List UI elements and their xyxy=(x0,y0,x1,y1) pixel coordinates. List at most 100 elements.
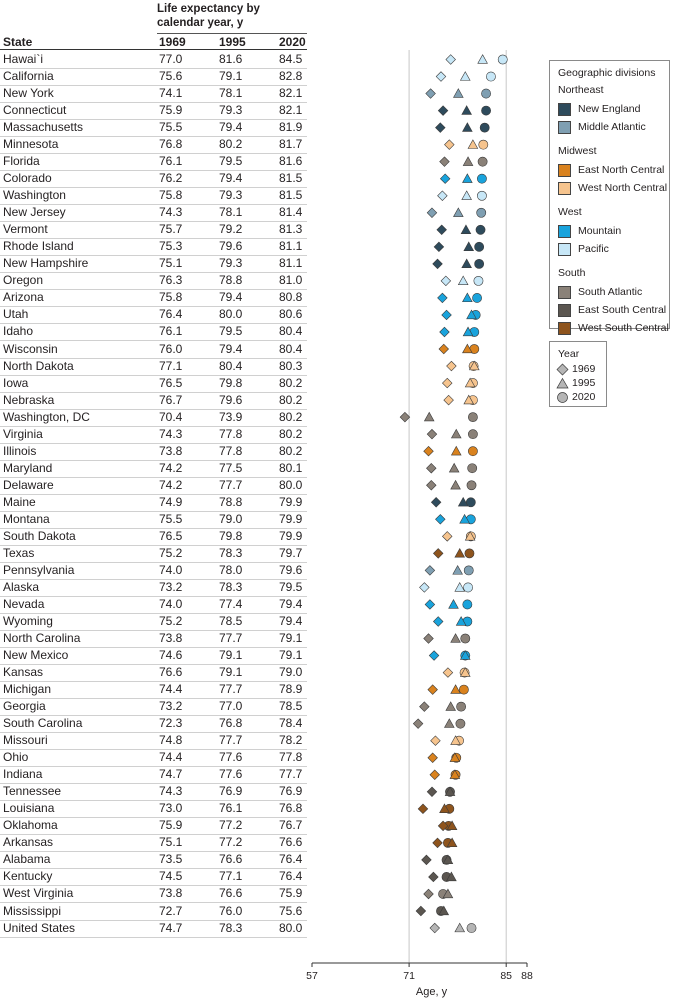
table-row: Delaware 74.2 77.7 80.0 xyxy=(0,477,307,495)
point-1995 xyxy=(463,241,475,251)
state-name: New York xyxy=(3,86,54,101)
legend-division-label: Middle Atlantic xyxy=(578,121,646,133)
value-1995: 76.1 xyxy=(219,801,243,816)
value-1995: 79.4 xyxy=(219,171,243,186)
value-1995: 78.1 xyxy=(219,86,243,101)
value-1995: 77.1 xyxy=(219,869,243,884)
value-1969: 74.0 xyxy=(159,562,183,577)
value-2020: 80.2 xyxy=(279,375,303,390)
point-1995 xyxy=(459,650,471,660)
year-legend-label: 1969 xyxy=(572,363,596,375)
value-2020: 78.9 xyxy=(279,682,303,697)
value-1969: 72.3 xyxy=(159,716,183,731)
table-row: Rhode Island 75.3 79.6 81.1 xyxy=(0,238,307,257)
table-row: Iowa 76.5 79.8 80.2 xyxy=(0,375,307,393)
point-1969 xyxy=(429,922,440,934)
point-1995 xyxy=(450,684,461,694)
value-1969: 74.3 xyxy=(159,784,183,799)
value-1969: 75.2 xyxy=(159,613,183,628)
value-2020: 80.0 xyxy=(279,920,303,935)
point-1995 xyxy=(459,513,470,524)
point-2020 xyxy=(474,258,485,269)
value-2020: 82.1 xyxy=(279,86,303,101)
value-2020: 81.7 xyxy=(279,137,303,152)
point-2020 xyxy=(466,480,477,491)
point-1969 xyxy=(424,565,436,576)
value-1969: 76.1 xyxy=(159,154,183,169)
point-1969 xyxy=(415,905,427,917)
state-name: Florida xyxy=(3,154,40,169)
value-1969: 75.5 xyxy=(159,511,183,526)
x-tick-label: 88 xyxy=(521,970,533,982)
point-1995 xyxy=(454,547,466,558)
table-row: Nevada 74.0 77.4 79.4 xyxy=(0,596,307,614)
point-2020 xyxy=(458,684,469,695)
point-1995 xyxy=(448,599,459,609)
state-name: Mississippi xyxy=(3,903,62,918)
state-name: North Carolina xyxy=(3,631,81,646)
state-name: Colorado xyxy=(3,171,52,186)
table-row: Nebraska 76.7 79.6 80.2 xyxy=(0,392,307,410)
value-2020: 77.7 xyxy=(279,767,303,782)
value-1969: 76.1 xyxy=(159,324,183,339)
table-row: Arizona 75.8 79.4 80.8 xyxy=(0,289,307,308)
point-1969 xyxy=(428,650,440,661)
table-row: Kentucky 74.5 77.1 76.4 xyxy=(0,868,307,887)
value-1995: 79.3 xyxy=(219,256,243,271)
legend-division-label: West South Central xyxy=(578,322,669,334)
value-2020: 80.8 xyxy=(279,290,303,305)
state-name: California xyxy=(3,69,54,84)
point-1969 xyxy=(399,411,411,423)
state-column-header: State xyxy=(3,35,33,49)
point-2020 xyxy=(472,293,482,303)
state-name: South Dakota xyxy=(3,528,76,543)
table-row: Wisconsin 76.0 79.4 80.4 xyxy=(0,341,307,359)
point-1995 xyxy=(457,275,469,286)
value-1969: 74.4 xyxy=(159,750,183,765)
table-row: Maryland 74.2 77.5 80.1 xyxy=(0,460,307,478)
x-axis-label: Age, y xyxy=(416,986,448,998)
division-legend-title: Geographic divisions xyxy=(558,67,656,79)
value-2020: 80.0 xyxy=(279,477,303,492)
value-2020: 79.9 xyxy=(279,494,303,509)
value-2020: 80.2 xyxy=(279,426,303,441)
point-1969 xyxy=(430,497,442,508)
point-1995 xyxy=(450,445,462,456)
value-1995: 76.6 xyxy=(219,852,243,867)
value-1969: 73.0 xyxy=(159,801,183,816)
table-row: Washington, DC 70.4 73.9 80.2 xyxy=(0,409,307,427)
value-1995: 79.8 xyxy=(219,375,243,390)
value-1969: 74.7 xyxy=(159,767,183,782)
point-2020 xyxy=(456,701,467,712)
value-2020: 80.2 xyxy=(279,409,303,424)
table-row: Alaska 73.2 78.3 79.5 xyxy=(0,579,307,597)
value-2020: 78.2 xyxy=(279,733,303,748)
legend-color-swatch xyxy=(558,103,571,116)
table-row: Wyoming 75.2 78.5 79.4 xyxy=(0,613,307,631)
state-name: Montana xyxy=(3,511,50,526)
table-row: United States 74.7 78.3 80.0 xyxy=(0,920,307,938)
value-2020: 81.3 xyxy=(279,222,303,237)
value-2020: 76.8 xyxy=(279,801,303,816)
point-1995 xyxy=(450,479,461,490)
legend-color-swatch xyxy=(558,225,571,238)
table-row: Washington 75.8 79.3 81.5 xyxy=(0,187,307,206)
point-1969 xyxy=(426,428,438,440)
point-1995 xyxy=(446,820,458,830)
table-row: Minnesota 76.8 80.2 81.7 xyxy=(0,136,307,155)
table-row: Mississippi 72.7 76.0 75.6 xyxy=(0,903,307,921)
value-1969: 74.6 xyxy=(159,648,183,663)
point-1995 xyxy=(453,207,464,217)
value-2020: 80.3 xyxy=(279,358,303,373)
state-name: Tennessee xyxy=(3,784,62,799)
legend-division-label: Pacific xyxy=(578,243,609,255)
value-1969: 76.7 xyxy=(159,392,183,407)
table-row: Florida 76.1 79.5 81.6 xyxy=(0,153,307,172)
table-row: Michigan 74.4 77.7 78.9 xyxy=(0,681,307,700)
state-name: Alabama xyxy=(3,852,51,867)
point-2020 xyxy=(477,173,487,184)
point-1969 xyxy=(439,326,450,338)
point-1969 xyxy=(444,139,455,150)
value-1995: 79.3 xyxy=(219,103,243,118)
